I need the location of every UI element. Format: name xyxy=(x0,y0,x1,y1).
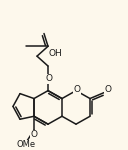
Text: O: O xyxy=(104,85,111,94)
Text: OMe: OMe xyxy=(16,140,36,149)
Text: O: O xyxy=(30,130,38,140)
Text: O: O xyxy=(45,74,52,83)
Text: O: O xyxy=(73,85,81,94)
Text: OH: OH xyxy=(48,49,62,58)
